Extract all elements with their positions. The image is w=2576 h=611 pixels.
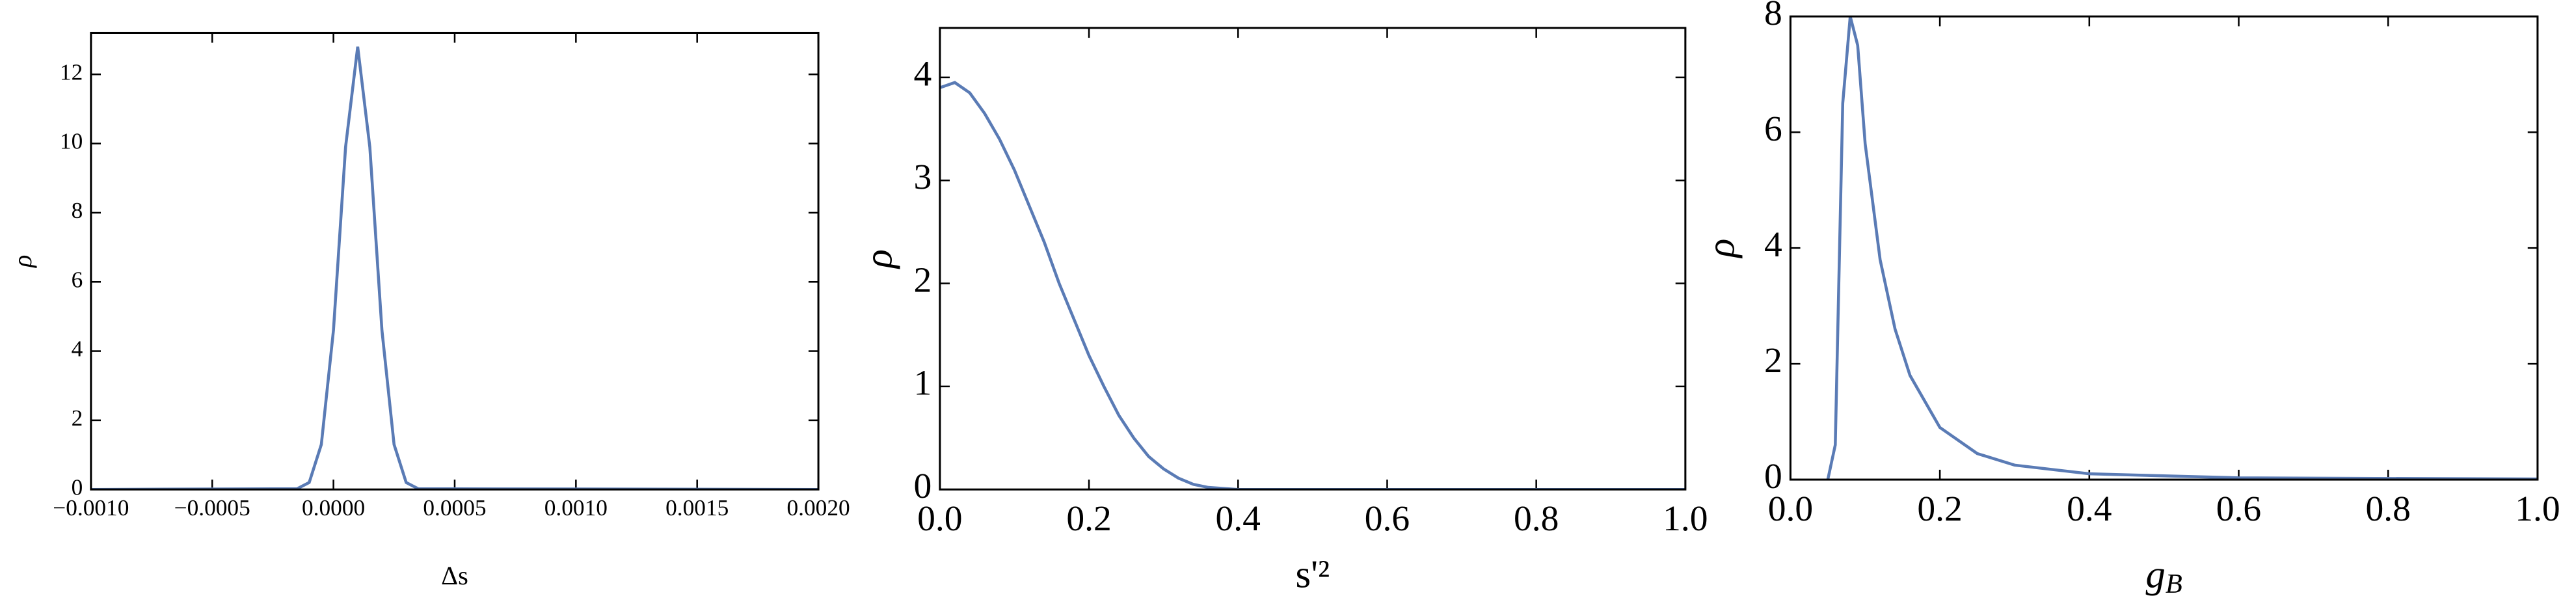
x-tick-label: 0.0015 bbox=[665, 495, 729, 521]
x-tick-label: 1.0 bbox=[1663, 499, 1708, 539]
x-axis-label: gB bbox=[2146, 552, 2182, 599]
y-axis-label: ρ bbox=[1699, 239, 1743, 259]
y-tick-label: 10 bbox=[60, 129, 83, 154]
x-tick-label: 0.4 bbox=[1216, 499, 1261, 539]
x-tick-label: 0.8 bbox=[2366, 489, 2411, 529]
y-axis-label: ρ bbox=[857, 249, 900, 269]
x-tick-label: 0.4 bbox=[2067, 489, 2112, 529]
x-tick-label: −0.0010 bbox=[53, 495, 129, 521]
x-tick-label: 0.0 bbox=[1768, 489, 1813, 529]
chart: 0 2 4 6 8 10 12 −0.0010 −0.0005 0.0000 0.0005 0.001… bbox=[8, 31, 850, 590]
y-tick-label: 3 bbox=[913, 157, 932, 197]
x-axis-label: Δs bbox=[441, 561, 468, 590]
x-tick-label: 0.6 bbox=[1365, 499, 1410, 539]
x-tick-label: 0.2 bbox=[1917, 489, 1962, 529]
x-tick-label: 0.0 bbox=[917, 499, 962, 539]
x-tick-label: 0.8 bbox=[1514, 499, 1559, 539]
plot-frame bbox=[1789, 15, 2539, 481]
y-tick-label: 6 bbox=[1764, 109, 1782, 149]
y-tick-label: 8 bbox=[72, 198, 83, 223]
x-axis-label-main: g bbox=[2146, 552, 2166, 596]
plot-area bbox=[1826, 16, 2538, 480]
y-tick-label: 4 bbox=[913, 55, 932, 94]
chart: 0 2 4 6 8 0.0 0.2 0.4 0.6 0.8 1.0 ρ gB bbox=[1699, 0, 2560, 599]
y-tick-label: 12 bbox=[60, 59, 83, 85]
y-tick-label: 0 bbox=[913, 467, 932, 506]
x-tick-label: −0.0005 bbox=[174, 495, 250, 521]
plot-area bbox=[90, 46, 819, 490]
x-tick-label: 0.0000 bbox=[302, 495, 365, 521]
plot-area bbox=[939, 81, 1685, 490]
y-axis-label: ρ bbox=[8, 255, 37, 269]
x-tick-label: 0.0005 bbox=[423, 495, 486, 521]
y-tick-label: 0 bbox=[1764, 457, 1782, 496]
x-tick-label: 1.0 bbox=[2515, 489, 2560, 529]
x-tick-label: 0.0020 bbox=[787, 495, 850, 521]
data-line bbox=[90, 46, 819, 490]
x-tick-label: 0.6 bbox=[2216, 489, 2261, 529]
data-line bbox=[939, 81, 1685, 490]
plot-frame bbox=[90, 31, 820, 491]
x-tick-label: 0.0010 bbox=[544, 495, 608, 521]
x-tick-label: 0.2 bbox=[1066, 499, 1111, 539]
y-tick-label: 2 bbox=[1764, 341, 1782, 381]
plot-frame bbox=[939, 27, 1687, 491]
y-tick-label: 4 bbox=[72, 336, 83, 362]
y-tick-label: 0 bbox=[72, 474, 83, 500]
y-tick-label: 6 bbox=[72, 267, 83, 292]
y-tick-label: 2 bbox=[72, 405, 83, 431]
y-tick-label: 4 bbox=[1764, 225, 1782, 265]
x-axis-label-sub: B bbox=[2166, 569, 2182, 599]
y-tick-label: 1 bbox=[913, 364, 932, 403]
x-axis-label: s'² bbox=[1296, 552, 1330, 596]
y-tick-label: 2 bbox=[913, 260, 932, 300]
y-tick-label: 8 bbox=[1764, 0, 1782, 33]
data-line bbox=[1826, 16, 2538, 480]
chart: 0 1 2 3 4 0.0 0.2 0.4 0.6 0.8 1.0 ρ s'² bbox=[857, 27, 1708, 596]
